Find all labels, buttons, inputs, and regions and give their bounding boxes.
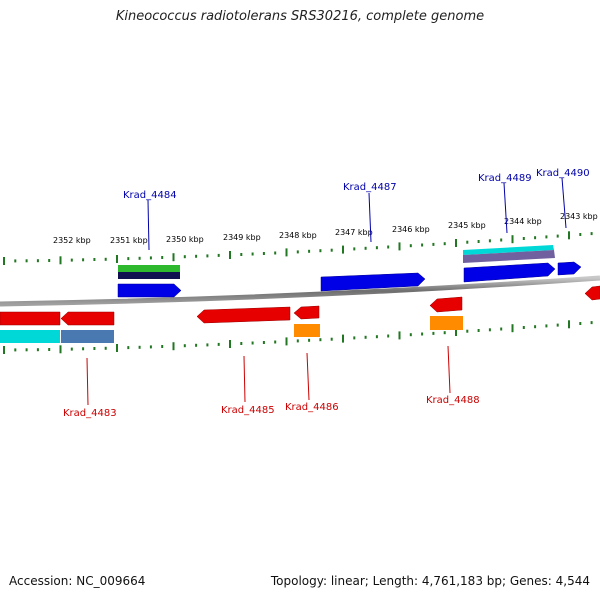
accession-text: Accession: NC_009664 [9, 574, 146, 588]
forward-strand-genes [117, 245, 582, 298]
gene-label-krad-4484[interactable]: Krad_4484 [123, 190, 177, 201]
gene-arrow-krad-4490[interactable] [557, 261, 582, 276]
gene-label-krad-4487[interactable]: Krad_4487 [343, 182, 397, 193]
tick-label-2352: 2352 kbp [53, 236, 91, 245]
gene-label-krad-4490[interactable]: Krad_4490 [536, 168, 590, 179]
kbp-tick-labels: 2352 kbp 2351 kbp 2350 kbp 2349 kbp 2348… [53, 212, 598, 245]
gene-arrow-left-edge[interactable] [0, 311, 61, 326]
gene-arrow-krad-4488[interactable] [429, 296, 463, 313]
rna-feature-krad-4488[interactable] [430, 316, 463, 330]
top-tick-marks [3, 231, 593, 265]
gene-arrow-krad-4487[interactable] [320, 272, 426, 292]
gene-feature-green[interactable] [118, 265, 180, 272]
gene-arrow-krad-4485[interactable] [196, 306, 291, 324]
gene-arrow-right-edge[interactable] [584, 285, 600, 301]
gene-label-krad-4485[interactable]: Krad_4485 [221, 405, 275, 416]
gene-label-krad-4483[interactable]: Krad_4483 [63, 408, 117, 419]
tick-label-2346: 2346 kbp [392, 225, 430, 234]
gene-label-krad-4489[interactable]: Krad_4489 [478, 173, 532, 184]
gene-feature-purple[interactable] [463, 250, 555, 263]
gene-arrow-krad-4483[interactable] [60, 311, 115, 326]
top-label-leaders [147, 177, 567, 251]
genome-backbone [0, 275, 600, 307]
tick-label-2351: 2351 kbp [110, 236, 148, 245]
tick-label-2345: 2345 kbp [448, 221, 486, 230]
gene-arrow-krad-4484[interactable] [117, 283, 182, 298]
tick-label-2347: 2347 kbp [335, 228, 373, 237]
rna-feature-krad-4486[interactable] [294, 324, 320, 337]
tick-label-2343: 2343 kbp [560, 212, 598, 221]
gene-label-krad-4486[interactable]: Krad_4486 [285, 402, 339, 413]
tick-label-2349: 2349 kbp [223, 233, 261, 242]
gene-feature-navy[interactable] [118, 272, 180, 279]
reverse-strand-genes [0, 285, 600, 343]
bottom-label-leaders [86, 345, 451, 406]
top-gene-labels: Krad_4484 Krad_4487 Krad_4489 Krad_4490 [123, 168, 590, 201]
gene-arrow-krad-4489[interactable] [463, 262, 556, 283]
gene-feature-cyan-top[interactable] [463, 245, 554, 255]
gene-label-krad-4488[interactable]: Krad_4488 [426, 395, 480, 406]
tick-label-2350: 2350 kbp [166, 235, 204, 244]
gene-feature-steel[interactable] [61, 330, 114, 343]
genome-summary-text: Topology: linear; Length: 4,761,183 bp; … [270, 574, 590, 588]
map-title: Kineococcus radiotolerans SRS30216, comp… [115, 9, 485, 24]
gene-feature-cyan-bottom[interactable] [0, 330, 60, 343]
gene-arrow-krad-4486[interactable] [293, 305, 320, 320]
tick-label-2344: 2344 kbp [504, 217, 542, 226]
tick-label-2348: 2348 kbp [279, 231, 317, 240]
bottom-gene-labels: Krad_4483 Krad_4485 Krad_4486 Krad_4488 [63, 395, 480, 419]
